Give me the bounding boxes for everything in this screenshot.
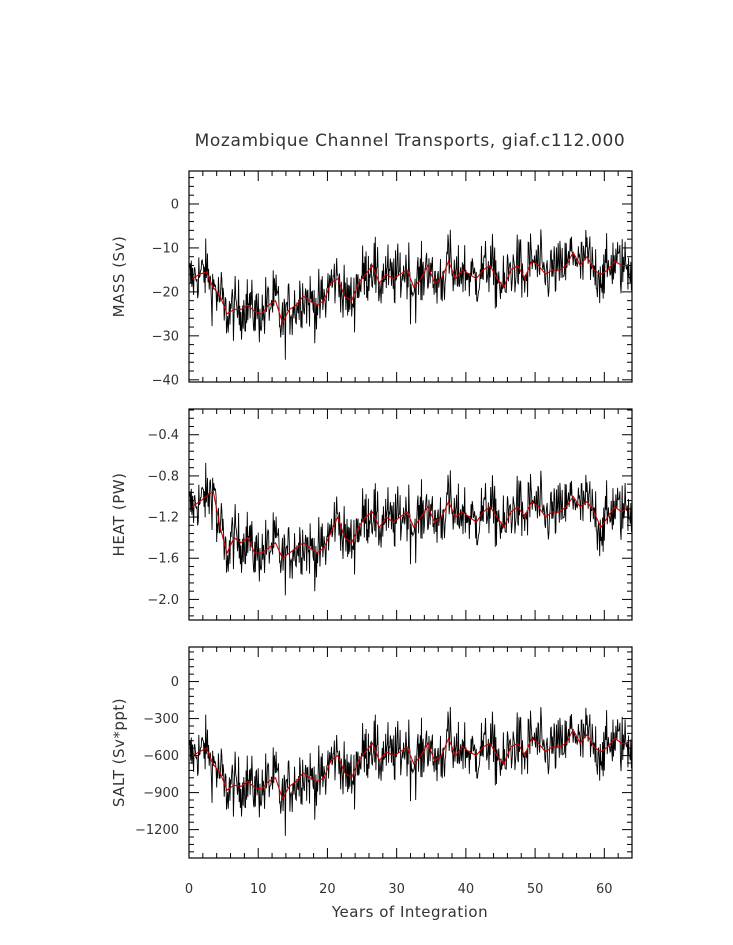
panel-salt: 0 −300 −600 −900 −1200 SALT (Sv*ppt) xyxy=(110,646,633,859)
xtick-label: 50 xyxy=(527,882,544,897)
x-axis-label: Years of Integration xyxy=(331,903,488,921)
mass-ytick-label: −20 xyxy=(152,285,179,300)
mass-ylabel: MASS (Sv) xyxy=(110,236,128,318)
salt-ytick-label: 0 xyxy=(171,675,179,690)
mass-ytick-label: −30 xyxy=(152,329,179,344)
salt-ylabel: SALT (Sv*ppt) xyxy=(110,698,128,807)
heat-raw-series xyxy=(188,462,632,596)
heat-ytick-label: −0.8 xyxy=(147,469,179,484)
salt-annual-mean-series xyxy=(192,728,629,801)
heat-annual-mean-series xyxy=(192,490,629,560)
xtick-label: 10 xyxy=(250,882,267,897)
xtick-label: 20 xyxy=(319,882,336,897)
salt-ytick-label: −900 xyxy=(143,786,179,801)
heat-ytick-label: −0.4 xyxy=(147,428,179,443)
salt-ytick-label: −300 xyxy=(143,712,179,727)
chart-title: Mozambique Channel Transports, giaf.c112… xyxy=(195,131,626,151)
salt-ytick-label: −600 xyxy=(143,749,179,764)
panel-mass: 0 −10 −20 −30 −40 MASS (Sv) xyxy=(110,170,633,388)
xtick-label: 40 xyxy=(458,882,475,897)
mass-ytick-label: −10 xyxy=(152,241,179,256)
xtick-label: 30 xyxy=(388,882,405,897)
heat-ytick-label: −1.2 xyxy=(147,511,179,526)
heat-ylabel: HEAT (PW) xyxy=(110,473,128,557)
mass-annual-mean-series xyxy=(192,251,629,325)
salt-ytick-label: −1200 xyxy=(135,823,179,838)
xtick-label: 60 xyxy=(596,882,613,897)
mass-raw-series xyxy=(188,229,632,360)
mass-ytick-label: −40 xyxy=(152,373,179,388)
mass-ytick-label: 0 xyxy=(171,197,179,212)
xtick-label: 0 xyxy=(185,882,193,897)
panel-heat: −0.4 −0.8 −1.2 −1.6 −2.0 HEAT (PW) xyxy=(110,408,633,621)
heat-ytick-label: −1.6 xyxy=(147,552,179,567)
heat-ytick-label: −2.0 xyxy=(147,593,179,608)
salt-raw-series xyxy=(188,706,632,836)
